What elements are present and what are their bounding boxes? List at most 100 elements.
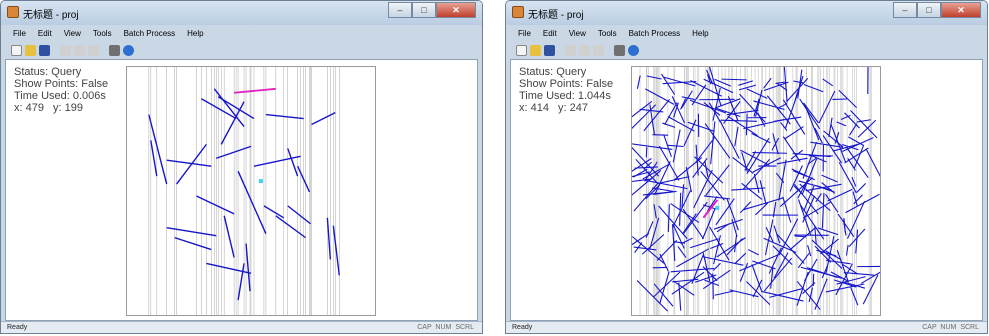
close-button[interactable]: ✕ — [436, 2, 476, 18]
copy-icon[interactable] — [579, 44, 590, 56]
menu-view[interactable]: View — [63, 29, 81, 38]
segment — [237, 263, 245, 301]
segment — [714, 78, 732, 87]
segment — [720, 119, 757, 122]
maximize-button[interactable]: □ — [917, 2, 941, 18]
segment — [850, 287, 859, 306]
paste-icon[interactable] — [88, 44, 99, 56]
segment — [710, 242, 724, 249]
segment — [851, 176, 857, 187]
segment — [849, 109, 878, 139]
segment — [738, 84, 757, 91]
segment — [746, 281, 771, 305]
save-icon[interactable] — [544, 44, 555, 56]
segment — [695, 144, 699, 176]
segment — [683, 201, 708, 234]
save-icon[interactable] — [39, 44, 50, 56]
segment — [826, 259, 851, 265]
segment — [715, 198, 735, 226]
segment — [759, 180, 767, 206]
copy-icon[interactable] — [74, 44, 85, 56]
segment — [716, 237, 746, 258]
menu-view[interactable]: View — [568, 29, 586, 38]
segment — [855, 229, 859, 254]
segment — [148, 114, 168, 185]
segment — [681, 90, 693, 109]
segment — [263, 205, 285, 219]
segment — [814, 278, 828, 310]
segment — [808, 287, 814, 303]
segment — [326, 217, 332, 260]
menu-edit[interactable]: Edit — [542, 29, 557, 38]
help-icon[interactable] — [123, 44, 134, 56]
segment-canvas[interactable] — [631, 66, 881, 316]
app-icon — [512, 6, 524, 18]
segment — [853, 144, 865, 169]
menu-help[interactable]: Help — [187, 29, 204, 38]
segment — [796, 271, 809, 306]
cut-icon[interactable] — [60, 44, 71, 56]
segment — [667, 116, 695, 132]
menu-batch-process[interactable]: Batch Process — [628, 29, 681, 38]
segment — [790, 226, 817, 250]
segment — [732, 156, 754, 174]
segment-canvas[interactable] — [126, 66, 376, 316]
segment — [253, 155, 301, 167]
open-icon[interactable] — [530, 44, 541, 56]
segment — [634, 166, 658, 169]
maximize-button[interactable]: □ — [412, 2, 436, 18]
segment — [726, 197, 739, 231]
segment — [793, 170, 807, 177]
segment — [645, 184, 661, 200]
segment — [217, 96, 255, 120]
ready-text: Ready — [512, 324, 533, 331]
segment — [840, 114, 851, 121]
drawing-view[interactable]: Status: Query Show Points: False Time Us… — [510, 59, 983, 321]
menu-batch-process[interactable]: Batch Process — [123, 29, 176, 38]
segment — [719, 119, 740, 159]
open-icon[interactable] — [25, 44, 36, 56]
title-bar[interactable]: 无标题 - proj – □ ✕ — [506, 1, 987, 25]
segment — [849, 123, 858, 136]
highlighted-segment — [234, 87, 276, 94]
segment — [860, 271, 880, 284]
help-icon[interactable] — [628, 44, 639, 56]
segment — [664, 102, 678, 125]
close-button[interactable]: ✕ — [941, 2, 981, 18]
minimize-button[interactable]: – — [893, 2, 917, 18]
menu-help[interactable]: Help — [692, 29, 709, 38]
segment — [206, 262, 252, 275]
segment — [775, 81, 786, 84]
menu-file[interactable]: File — [13, 29, 26, 38]
drawing-view[interactable]: Status: Query Show Points: False Time Us… — [5, 59, 478, 321]
print-icon[interactable] — [614, 44, 625, 56]
paste-icon[interactable] — [593, 44, 604, 56]
print-icon[interactable] — [109, 44, 120, 56]
menu-tools[interactable]: Tools — [92, 29, 112, 38]
segment — [752, 279, 763, 298]
new-icon[interactable] — [516, 44, 527, 56]
menu-file[interactable]: File — [518, 29, 531, 38]
new-icon[interactable] — [11, 44, 22, 56]
segment — [782, 99, 806, 135]
segment — [671, 224, 676, 262]
segment — [715, 98, 741, 109]
segment — [710, 121, 716, 165]
key-indicators: CAP NUM SCRL — [417, 324, 474, 331]
segment — [822, 135, 843, 164]
minimize-button[interactable]: – — [388, 2, 412, 18]
title-bar[interactable]: 无标题 - proj – □ ✕ — [1, 1, 482, 25]
menu-tools[interactable]: Tools — [597, 29, 617, 38]
toolbar-separator — [558, 45, 562, 56]
segment-plot[interactable] — [127, 67, 375, 315]
segment — [836, 276, 866, 285]
segment — [332, 225, 340, 276]
cut-icon[interactable] — [565, 44, 576, 56]
segment — [821, 182, 836, 194]
segment — [810, 141, 844, 148]
menu-edit[interactable]: Edit — [37, 29, 52, 38]
segment — [661, 73, 675, 95]
segment — [782, 196, 792, 223]
segment-plot[interactable] — [632, 67, 880, 315]
segment — [842, 263, 859, 275]
